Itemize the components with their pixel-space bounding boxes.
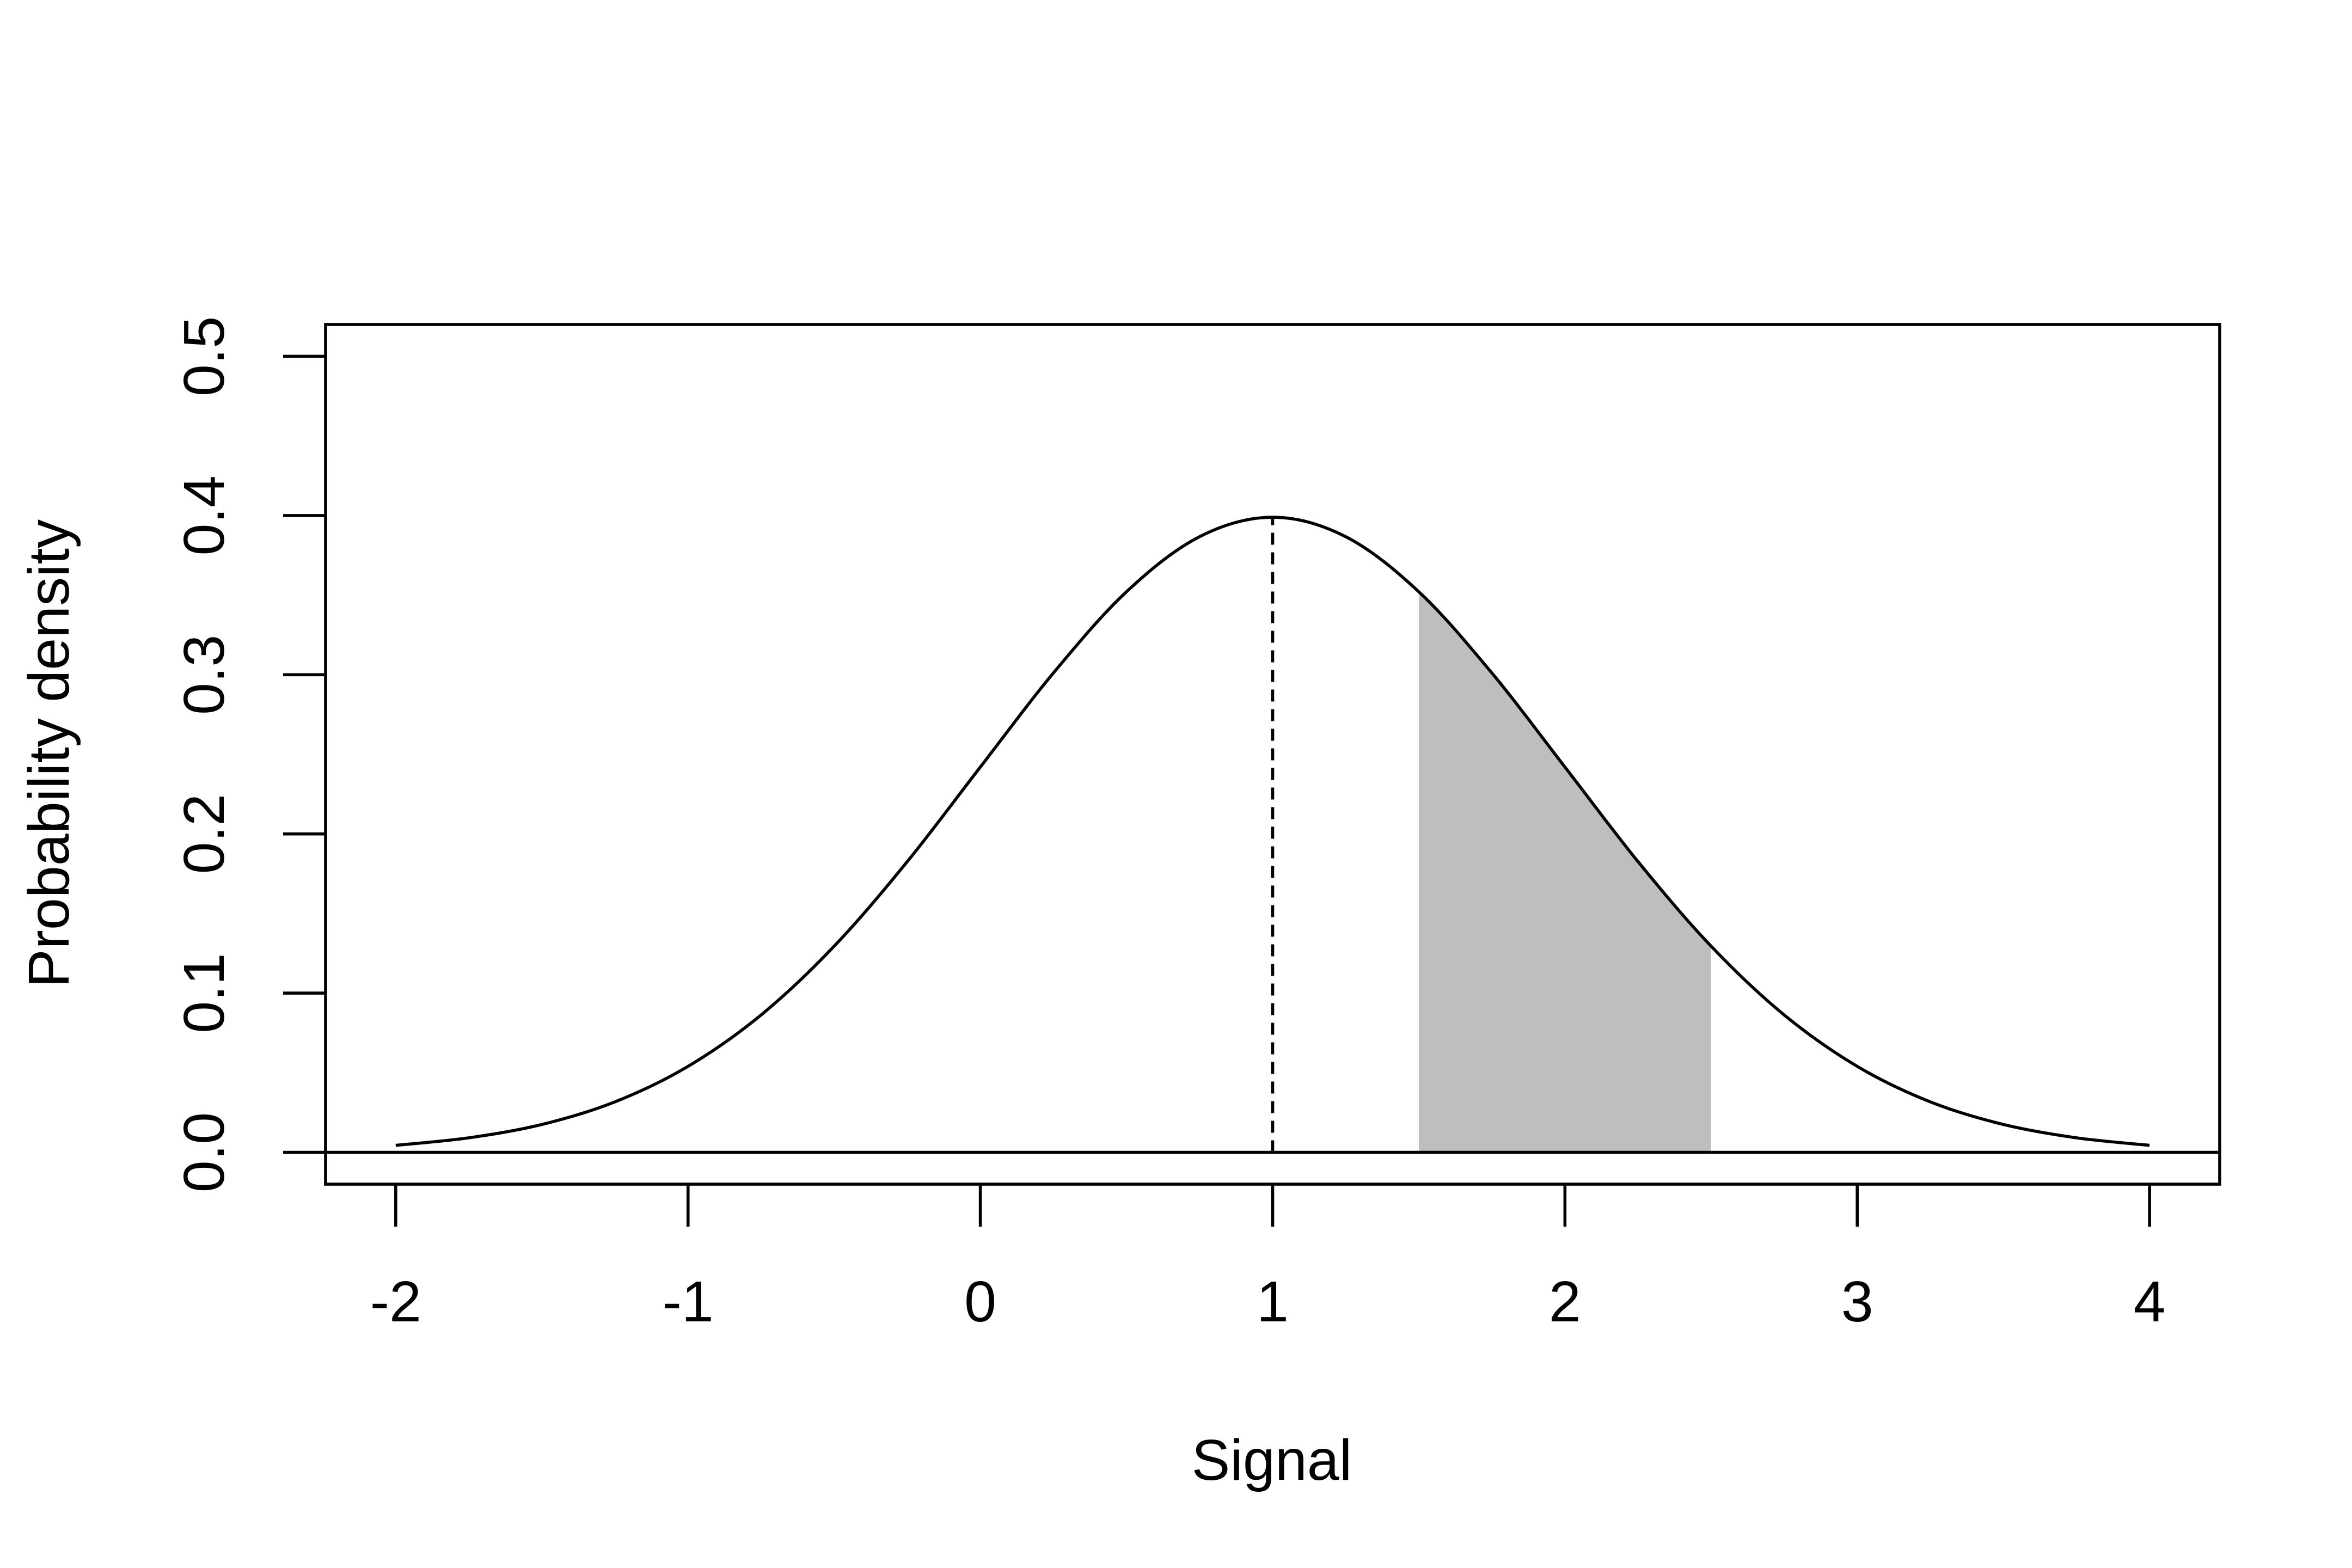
x-tick-label: 0 — [964, 1270, 996, 1334]
x-tick-label: 2 — [1549, 1270, 1581, 1334]
y-tick-label: 0.2 — [172, 794, 236, 874]
x-tick-label: -1 — [663, 1270, 714, 1334]
shaded-area — [1418, 591, 1711, 1153]
x-tick-label: -2 — [370, 1270, 421, 1334]
density-curve — [395, 516, 2150, 1147]
y-axis-title: Probability density — [17, 519, 81, 988]
y-tick-label: 0.3 — [172, 635, 236, 715]
y-tick-label: 0.0 — [172, 1112, 236, 1192]
x-tick-label: 1 — [1257, 1270, 1289, 1334]
y-tick-label: 0.4 — [172, 475, 236, 555]
y-tick-label: 0.1 — [172, 953, 236, 1033]
x-tick-label: 3 — [1841, 1270, 1873, 1334]
x-axis-title: Signal — [1192, 1428, 1352, 1492]
y-tick-label: 0.5 — [172, 316, 236, 396]
x-tick-label: 4 — [2134, 1270, 2166, 1334]
